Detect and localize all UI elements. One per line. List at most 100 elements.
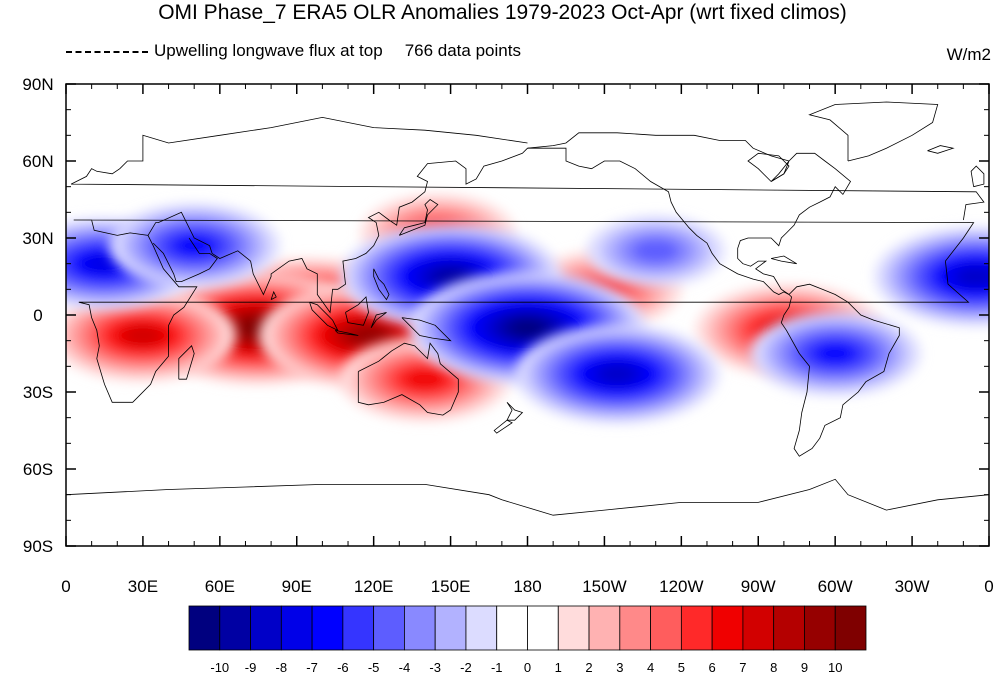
anomaly-field — [66, 194, 989, 424]
colorbar-label: -8 — [276, 660, 288, 675]
colorbar-label: -5 — [368, 660, 380, 675]
colorbar-box — [588, 605, 621, 651]
units-label: W/m2 — [946, 45, 991, 64]
coastline-segment — [747, 152, 790, 182]
colorbar-box — [496, 605, 528, 651]
coastline-segment — [345, 296, 369, 326]
anomaly-blob — [66, 289, 237, 382]
colorbar-label: 1 — [555, 660, 562, 675]
coastline-segment — [780, 283, 900, 457]
contour-band — [509, 319, 546, 337]
colorbar-label: 7 — [739, 660, 746, 675]
colorbar-label: 4 — [647, 660, 654, 675]
coastline-segment — [373, 268, 390, 301]
x-tick-label: 30W — [895, 577, 930, 596]
colorbar-label: 9 — [801, 660, 808, 675]
coastlines — [66, 101, 989, 516]
colorbar-label: -7 — [306, 660, 318, 675]
x-tick-label: 150E — [431, 577, 471, 596]
y-tick-label: 90S — [23, 537, 53, 556]
colorbar-label: -9 — [245, 660, 257, 675]
colorbar-label: 3 — [616, 660, 623, 675]
colorbar-box — [804, 605, 836, 651]
x-tick-label: 150W — [582, 577, 626, 596]
colorbar-label: 10 — [828, 660, 842, 675]
x-tick-label: 120W — [659, 577, 703, 596]
colorbar-label: -1 — [491, 660, 503, 675]
data-points-label: 766 data points — [404, 41, 521, 60]
coastline-segment — [527, 132, 852, 295]
colorbar-box — [742, 605, 775, 651]
colorbar-label: -6 — [337, 660, 349, 675]
coastline-segment — [527, 147, 790, 295]
colorbar-box — [465, 605, 498, 651]
colorbar-box — [680, 605, 713, 651]
coastline-segment — [152, 237, 218, 283]
contour-band — [404, 368, 446, 390]
coastline-segment — [334, 330, 359, 336]
y-tick-label: 0 — [33, 306, 42, 325]
x-tick-label: 0 — [984, 577, 993, 596]
colorbar-label: -10 — [210, 660, 229, 675]
contour-band — [814, 343, 856, 364]
coastline-segment — [357, 342, 459, 416]
y-tick-label: 60N — [22, 152, 53, 171]
anomaly-blob — [586, 215, 725, 286]
dashed-line-icon — [66, 50, 148, 53]
y-tick-label: 30N — [22, 229, 53, 248]
anomaly-blob — [874, 227, 989, 326]
colorbar-label: 5 — [678, 660, 685, 675]
colorbar-box — [311, 605, 344, 651]
y-tick-label: 30S — [23, 383, 53, 402]
axes: 0 30E 60E 90E 120E 150E 180 150W 120W 90W 60W 30W 0 9… — [22, 75, 993, 596]
contour-band — [432, 267, 469, 286]
colorbar-box — [219, 605, 251, 651]
coastline-segment — [309, 301, 339, 332]
coastline-segment — [401, 317, 452, 342]
x-tick-label: 120E — [354, 577, 394, 596]
colorbar-label: 0 — [524, 660, 531, 675]
chart-title: OMI Phase_7 ERA5 OLR Anomalies 1979-2023… — [158, 1, 847, 24]
coastline-segment — [506, 402, 524, 421]
coastline-segment — [66, 478, 989, 516]
colorbar-box — [404, 605, 436, 651]
colorbar-box — [773, 605, 805, 651]
colorbar-box — [280, 605, 313, 651]
coastline-segment — [771, 255, 797, 265]
colorbar-label: 6 — [709, 660, 716, 675]
coastline-segment — [370, 312, 387, 329]
contour-band — [631, 238, 680, 263]
y-tick-label: 90N — [22, 75, 53, 94]
colorbar-label: -3 — [429, 660, 441, 675]
legend-line: Upwelling longwave flux at top 766 data p… — [66, 40, 521, 62]
x-tick-label: 60E — [205, 577, 235, 596]
coastline-segment — [808, 101, 939, 162]
colorbar-box — [342, 605, 375, 651]
coastline-segment — [73, 219, 975, 403]
colorbar-label: 2 — [585, 660, 592, 675]
contour-band — [957, 267, 989, 286]
coastline-segment — [70, 116, 985, 221]
colorbar-box — [557, 605, 590, 651]
x-tick-label: 60W — [818, 577, 853, 596]
legend-label: Upwelling longwave flux at top — [154, 41, 383, 60]
coastline-segment — [147, 147, 528, 314]
coastline-segment — [970, 165, 985, 188]
contour-band — [123, 325, 163, 346]
colorbar-label: -4 — [399, 660, 411, 675]
x-tick-label: 90W — [741, 577, 776, 596]
x-tick-label: 30E — [128, 577, 158, 596]
colorbar-box — [188, 605, 221, 651]
colorbar-label: 8 — [770, 660, 777, 675]
coastline-segment — [178, 345, 195, 380]
colorbar-box — [834, 605, 867, 651]
anomaly-blob — [515, 324, 719, 424]
colorbar-label: -2 — [460, 660, 472, 675]
coastline-segment — [493, 419, 513, 434]
x-tick-label: 90E — [282, 577, 312, 596]
x-tick-label: 0 — [61, 577, 70, 596]
coastline-segment — [398, 198, 439, 236]
colorbar: -10 -9 -8 -7 -6 -5 -4 -3 -2 -1 0 1 2 3 4 5 6 7 8 9 10 — [188, 605, 867, 675]
colorbar-box — [250, 605, 282, 651]
